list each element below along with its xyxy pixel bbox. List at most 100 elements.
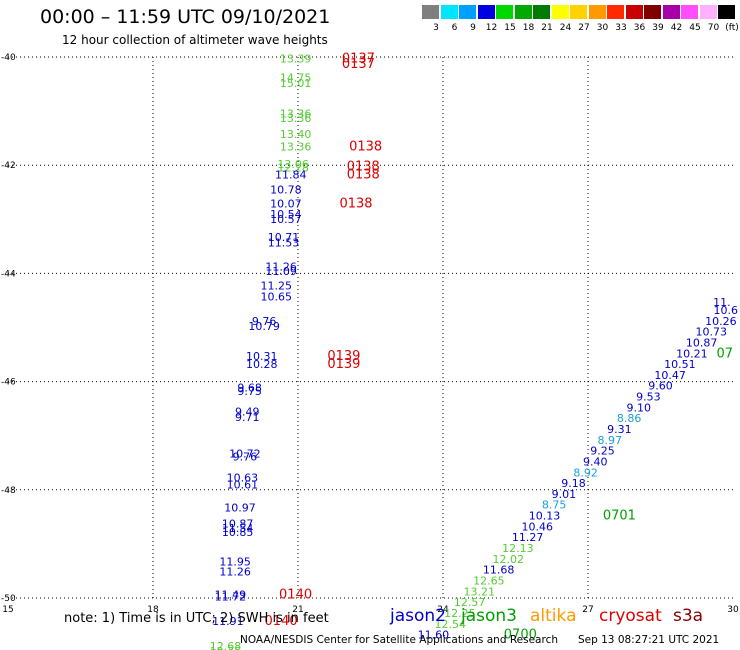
scale-label: 12 (485, 23, 498, 33)
scale-label: 21 (541, 23, 553, 33)
wave-height-label: 10.26 (705, 315, 737, 328)
scale-label: 18 (522, 23, 535, 33)
wave-height-label: 10.71 (268, 231, 300, 244)
wave-height-label: 9.68 (237, 381, 262, 394)
wave-height-label: 0137 (342, 51, 375, 66)
wave-height-label: 11. (713, 296, 731, 309)
wave-height-label: 15.01 (280, 77, 312, 90)
scale-swatch (570, 5, 587, 19)
scale-swatch (588, 5, 606, 19)
x-tick-label: 15 (2, 605, 13, 615)
wave-height-label: 10.21 (676, 347, 708, 360)
x-tick-label: 30 (727, 605, 739, 615)
wave-height-label: 11.68 (483, 564, 515, 577)
wave-height-label: 8.97 (598, 434, 623, 447)
wave-height-label: 9.76 (233, 451, 258, 464)
wave-height-label: 12.75 (210, 645, 242, 650)
scale-label: 3 (433, 23, 439, 33)
legend-cryosat: cryosat (599, 606, 662, 626)
wave-height-label: 13.36 (280, 141, 312, 154)
scale-swatch (625, 5, 643, 19)
wave-height-label: 9.75 (237, 385, 262, 398)
wave-height-label: 11.25 (261, 280, 293, 293)
y-tick-label: -40 (1, 53, 16, 63)
legend-jason3: jason3 (461, 606, 517, 626)
scale-swatch (533, 5, 550, 19)
wave-height-label: 10.65 (261, 290, 293, 303)
wave-height-label: 0138 (339, 196, 372, 211)
wave-height-label: 10.85 (222, 526, 254, 539)
scale-swatch (551, 5, 569, 19)
wave-height-label: 10.51 (664, 358, 696, 371)
wave-height-label: 10.46 (522, 520, 554, 533)
scale-label: 9 (470, 23, 476, 33)
wave-height-label: 10.72 (229, 447, 261, 460)
wave-height-label: 11.27 (512, 531, 544, 544)
scale-label: 36 (633, 23, 646, 33)
wave-height-label: 9.60 (648, 380, 673, 393)
scale-label: 24 (559, 23, 572, 33)
wave-height-label: 0140 (279, 588, 312, 603)
wave-height-label: 10.13 (529, 510, 561, 523)
wave-height-label: 10.63 (227, 472, 259, 485)
scale-label: 30 (596, 23, 609, 33)
scale-swatch (681, 5, 698, 19)
scale-swatch (644, 5, 661, 19)
scale-swatch (514, 5, 532, 19)
wave-height-label: 13.06 (277, 158, 309, 171)
scale-label: 42 (670, 23, 683, 33)
wave-height-label: 12.68 (210, 640, 242, 650)
scale-label: 6 (451, 23, 458, 33)
wave-height-label: 10.28 (246, 358, 278, 371)
scale-label: 27 (578, 23, 590, 33)
y-tick-label: -42 (1, 161, 16, 171)
wave-height-label: 07 (716, 346, 733, 361)
scale-swatch (459, 5, 476, 19)
wave-height-label: 9.76 (252, 315, 277, 328)
wave-height-label: 14.75 (280, 71, 312, 84)
wave-height-label: 9.71 (235, 411, 260, 424)
scale-swatch (496, 5, 513, 19)
y-tick-label: -44 (1, 269, 16, 279)
wave-height-label: 12.13 (502, 542, 534, 555)
wave-height-label: 11.54 (222, 522, 254, 535)
wave-height-label: 12.28 (277, 162, 309, 175)
wave-height-label: 11.72 (215, 591, 247, 604)
y-tick-label: -48 (1, 486, 16, 496)
wave-height-label: 0138 (347, 160, 380, 175)
legend-s3a: s3a (673, 606, 704, 626)
wave-height-label: 11.95 (219, 556, 251, 569)
scale-swatch (662, 5, 680, 19)
data-points: 13.39 0137013714.7515.0113.3613.3613.4013… (210, 51, 738, 650)
wave-height-label: 0700 (504, 628, 537, 643)
footer-note: note: 1) Time is in UTC; 2) SWH is in fe… (64, 611, 329, 626)
x-tick-label: 18 (147, 605, 159, 615)
scale-label: 39 (652, 23, 664, 33)
wave-height-label: 9.01 (552, 488, 577, 501)
wave-height-label: 8.86 (617, 412, 642, 425)
x-tick-label: 27 (582, 605, 593, 615)
credit-line: NOAA/NESDIS Center for Satellite Applica… (240, 634, 558, 646)
wave-height-label: 8.75 (542, 499, 567, 512)
legend-altika: altika (530, 606, 577, 626)
wave-height-label: 13.36 (280, 112, 312, 125)
generated-timestamp: Sep 13 08:27:21 UTC 2021 (578, 634, 720, 646)
wave-height-label: 10.57 (270, 213, 302, 226)
scale-swatch (718, 5, 735, 19)
y-tick-label: -46 (1, 378, 16, 388)
wave-height-label: 12.65 (473, 574, 505, 587)
scale-swatch (440, 5, 458, 19)
chart-title: 00:00 – 11:59 UTC 09/10/2021 (40, 6, 331, 28)
wave-height-label: 12.25 (444, 607, 476, 620)
wave-height-label: 0139 (327, 357, 360, 372)
wave-height-label: 10.07 (270, 197, 302, 210)
wave-height-label: 11.60 (418, 629, 450, 642)
wave-height-label: 0137 (342, 57, 375, 72)
wave-height-label: 10.87 (222, 518, 254, 531)
axis-ticks: 15 18 21 24 27 30 -40 -42 -44 -46 -48 -50 (1, 53, 739, 615)
wave-height-label: 0140 (265, 614, 298, 629)
scale-swatch (477, 5, 495, 19)
chart-subtitle: 12 hour collection of altimeter wave hei… (62, 33, 328, 47)
scale-label: 33 (615, 23, 627, 33)
